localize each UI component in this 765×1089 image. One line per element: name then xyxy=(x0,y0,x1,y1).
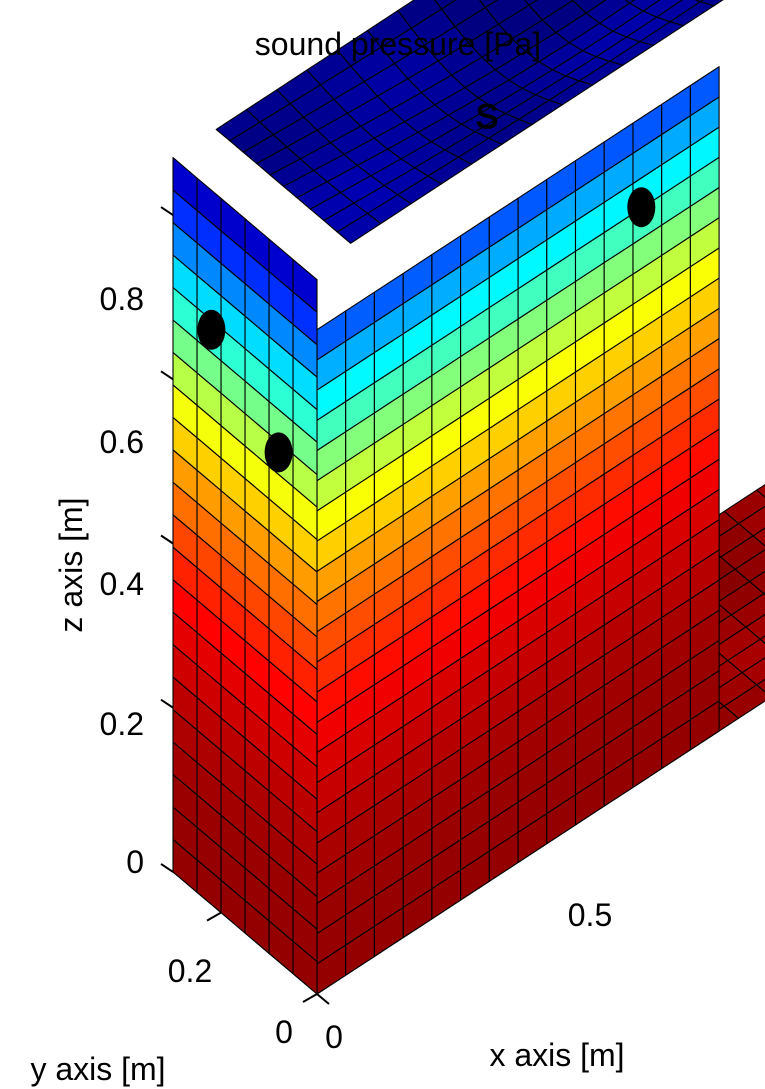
z-tick-label: 0.2 xyxy=(100,706,144,742)
y-axis-label: y axis [m] xyxy=(30,1051,165,1087)
z-tick-label: 0.4 xyxy=(100,566,144,602)
surface-patch xyxy=(741,657,765,686)
surface-patch xyxy=(172,157,198,211)
surface-patch xyxy=(624,0,636,4)
z-axis-label: z axis [m] xyxy=(53,497,89,632)
surface-patch xyxy=(572,0,607,14)
surface-patch xyxy=(478,0,499,9)
surface-patch xyxy=(756,484,765,498)
axis-tick xyxy=(160,863,174,873)
surface-patch xyxy=(734,548,765,582)
surface-patch xyxy=(656,0,701,23)
axis-tick xyxy=(302,993,318,1003)
surface-patch xyxy=(738,505,765,537)
surface-patch xyxy=(434,0,457,10)
axis-tick xyxy=(160,698,174,709)
chart-title: sound pressure [Pa] xyxy=(255,26,541,62)
surface-layer xyxy=(172,0,765,995)
surface-patch xyxy=(441,0,486,28)
x-tick-label: 0.5 xyxy=(568,897,612,933)
surface-patch xyxy=(642,0,684,18)
surface-patch xyxy=(756,678,765,693)
z-tick-label: 0.6 xyxy=(100,424,144,460)
surface-patch xyxy=(694,0,704,3)
x-axis-label: x axis [m] xyxy=(489,1037,624,1073)
surface-patch xyxy=(748,570,765,595)
surface-patch xyxy=(528,0,574,21)
source-label: S xyxy=(476,98,499,136)
marker-layer xyxy=(197,187,656,473)
axes-layer xyxy=(160,206,330,1005)
axis-tick xyxy=(316,993,330,1005)
surface-patch xyxy=(689,66,720,117)
surface-patch xyxy=(629,0,661,12)
axis-tick xyxy=(160,206,174,216)
surface-patch xyxy=(752,527,765,547)
axis-tick xyxy=(160,370,174,381)
surface-patch xyxy=(759,635,765,644)
y-tick-label: 0 xyxy=(275,1014,293,1050)
surface-patch xyxy=(699,0,724,7)
z-tick-label: 0.8 xyxy=(100,281,144,317)
speaker-marker xyxy=(627,187,656,228)
z-tick-label: 0 xyxy=(126,844,144,880)
axis-tick xyxy=(206,911,222,922)
surface-patch xyxy=(524,0,538,6)
surface-patch xyxy=(484,0,530,25)
surface-patch xyxy=(397,0,443,29)
x-tick-label: 0 xyxy=(325,1019,343,1055)
speaker-marker xyxy=(264,432,293,473)
speaker-marker xyxy=(197,309,226,350)
surface-patch xyxy=(745,613,765,640)
y-tick-label: 0.2 xyxy=(168,953,212,989)
axis-tick xyxy=(160,534,174,545)
